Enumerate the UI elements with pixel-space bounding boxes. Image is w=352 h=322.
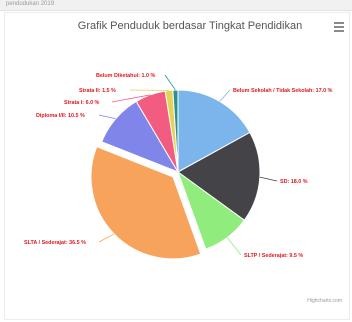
pie-label-slta-sederajat: SLTA / Sederajat: 36.5 % xyxy=(24,240,86,246)
pie-label-strata-ii: Strata II: 1.5 % xyxy=(79,88,116,94)
pie-connector-belum-sekolah-tidak-sekolah xyxy=(219,89,231,102)
pie-connector-diploma-i-ii xyxy=(98,114,116,120)
pie-connector-sd xyxy=(259,176,278,182)
pie-label-sd: SD: 18.0 % xyxy=(280,179,308,185)
pie-slice-sd[interactable] xyxy=(177,131,261,221)
top-bar: pendudukan 2019 xyxy=(0,0,352,11)
pie-label-sltp-sederajat: SLTP / Sederajat: 9.5 % xyxy=(244,253,303,259)
pie-connector-sltp-sederajat xyxy=(226,237,242,256)
pie-slice-belum-sekolah-tidak-sekolah[interactable] xyxy=(177,89,251,173)
pie-connector-belum-diketahui xyxy=(164,74,176,91)
pie-connector-strata-i xyxy=(111,94,151,103)
pie-slice-sltp-sederajat[interactable] xyxy=(176,170,246,250)
chart-title: Grafik Penduduk berdasar Tingkat Pendidi… xyxy=(77,20,303,32)
pie-slice-slta-sederajat[interactable] xyxy=(90,146,202,260)
pie-label-belum-sekolah-tidak-sekolah: Belum Sekolah / Tidak Sekolah: 17.0 % xyxy=(233,88,333,94)
top-bar-text: pendudukan 2019 xyxy=(6,1,55,7)
pie-connector-slta-sederajat xyxy=(98,233,115,243)
pie-label-belum-diketahui: Belum Diketahui: 1.0 % xyxy=(96,73,156,79)
chart-credit[interactable]: Highcharts.com xyxy=(307,298,342,304)
pie-label-diploma-i-ii: Diploma I/II: 10.5 % xyxy=(36,113,85,119)
pie-label-strata-i: Strata I: 6.0 % xyxy=(64,100,100,106)
hamburger-menu-icon[interactable] xyxy=(334,22,344,32)
